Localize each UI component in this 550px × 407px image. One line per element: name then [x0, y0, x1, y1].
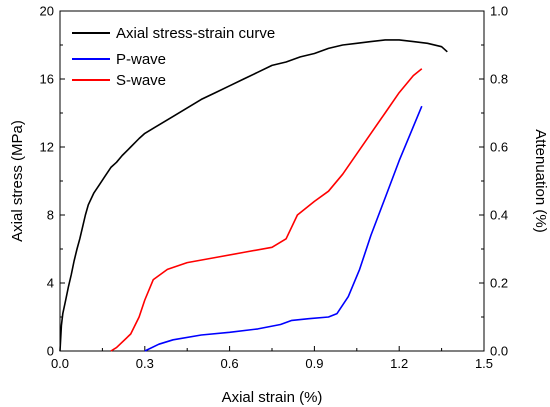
y2-tick-label: 0.6 [490, 140, 508, 155]
y2-axis-title: Attenuation (%) [532, 129, 549, 232]
y2-tick-label: 0.0 [490, 344, 508, 359]
y-tick-label: 12 [40, 140, 54, 155]
legend-label-s-wave: S-wave [116, 72, 166, 89]
y-tick-label: 16 [40, 72, 54, 87]
y-tick-label: 0 [47, 344, 54, 359]
x-tick-label: 1.2 [390, 356, 408, 371]
y-axis-title: Axial stress (MPa) [9, 120, 26, 242]
y2-tick-label: 0.4 [490, 208, 508, 223]
series-line-p-wave [144, 105, 423, 352]
series-line-s-wave [110, 68, 423, 352]
y2-tick-label: 0.2 [490, 276, 508, 291]
x-axis-title: Axial strain (%) [222, 389, 323, 406]
legend: Axial stress-strain curve P-wave S-wave [72, 25, 275, 89]
series-line-stress [59, 39, 448, 352]
x-tick-label: 0.3 [136, 356, 154, 371]
y-tick-label: 4 [47, 276, 54, 291]
x-tick-label: 1.5 [475, 356, 493, 371]
y2-tick-label: 1.0 [490, 4, 508, 19]
x-tick-label: 0.0 [51, 356, 69, 371]
x-tick-label: 0.9 [305, 356, 323, 371]
y-axis-right: 0.0 0.2 0.4 0.6 0.8 1.0 [479, 4, 508, 359]
y2-tick-label: 0.8 [490, 72, 508, 87]
legend-label-p-wave: P-wave [116, 51, 166, 68]
y-tick-label: 20 [40, 4, 54, 19]
legend-label-stress: Axial stress-strain curve [116, 25, 275, 42]
y-tick-label: 8 [47, 208, 54, 223]
x-tick-label: 0.6 [221, 356, 239, 371]
series-layer [59, 39, 448, 352]
x-axis: 0.0 0.3 0.6 0.9 1.2 1.5 [51, 346, 493, 371]
y-axis-left: 0 4 8 12 16 20 [40, 4, 65, 359]
